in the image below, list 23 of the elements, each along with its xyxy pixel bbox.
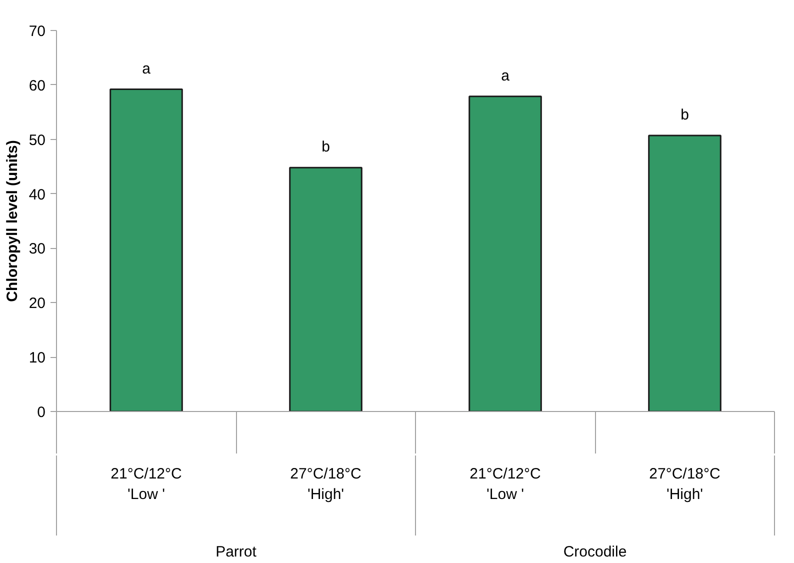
y-tick-label: 50 [28,132,46,149]
bar [648,134,722,412]
text: Crocodile [563,544,627,560]
bar [289,166,362,412]
x-tick-label: 21°C/12°C 'Low ' [110,466,182,503]
x-tick-label: 21°C/12°C 'Low ' [470,466,542,503]
y-tick-label: 60 [28,77,46,94]
x-tick-label: 27°C/18°C 'High' [649,466,721,503]
text: Parrot [216,544,258,560]
bar [110,88,183,412]
x-tick-label: 27°C/18°C 'High' [290,466,362,503]
y-tick-label: 20 [28,295,46,312]
y-tick-label: 40 [28,186,46,204]
y-tick-label: 0 [37,404,46,421]
data-label: a [501,67,510,84]
y-tick-label: 10 [28,350,46,367]
bar [468,96,542,412]
data-label: b [680,106,689,124]
data-label: a [142,60,152,78]
y-tick-label: 70 [28,23,46,40]
y-axis-title: Chloropyll level (units) [4,140,21,302]
data-label: b [322,138,330,156]
y-tick-label: 30 [28,240,46,258]
